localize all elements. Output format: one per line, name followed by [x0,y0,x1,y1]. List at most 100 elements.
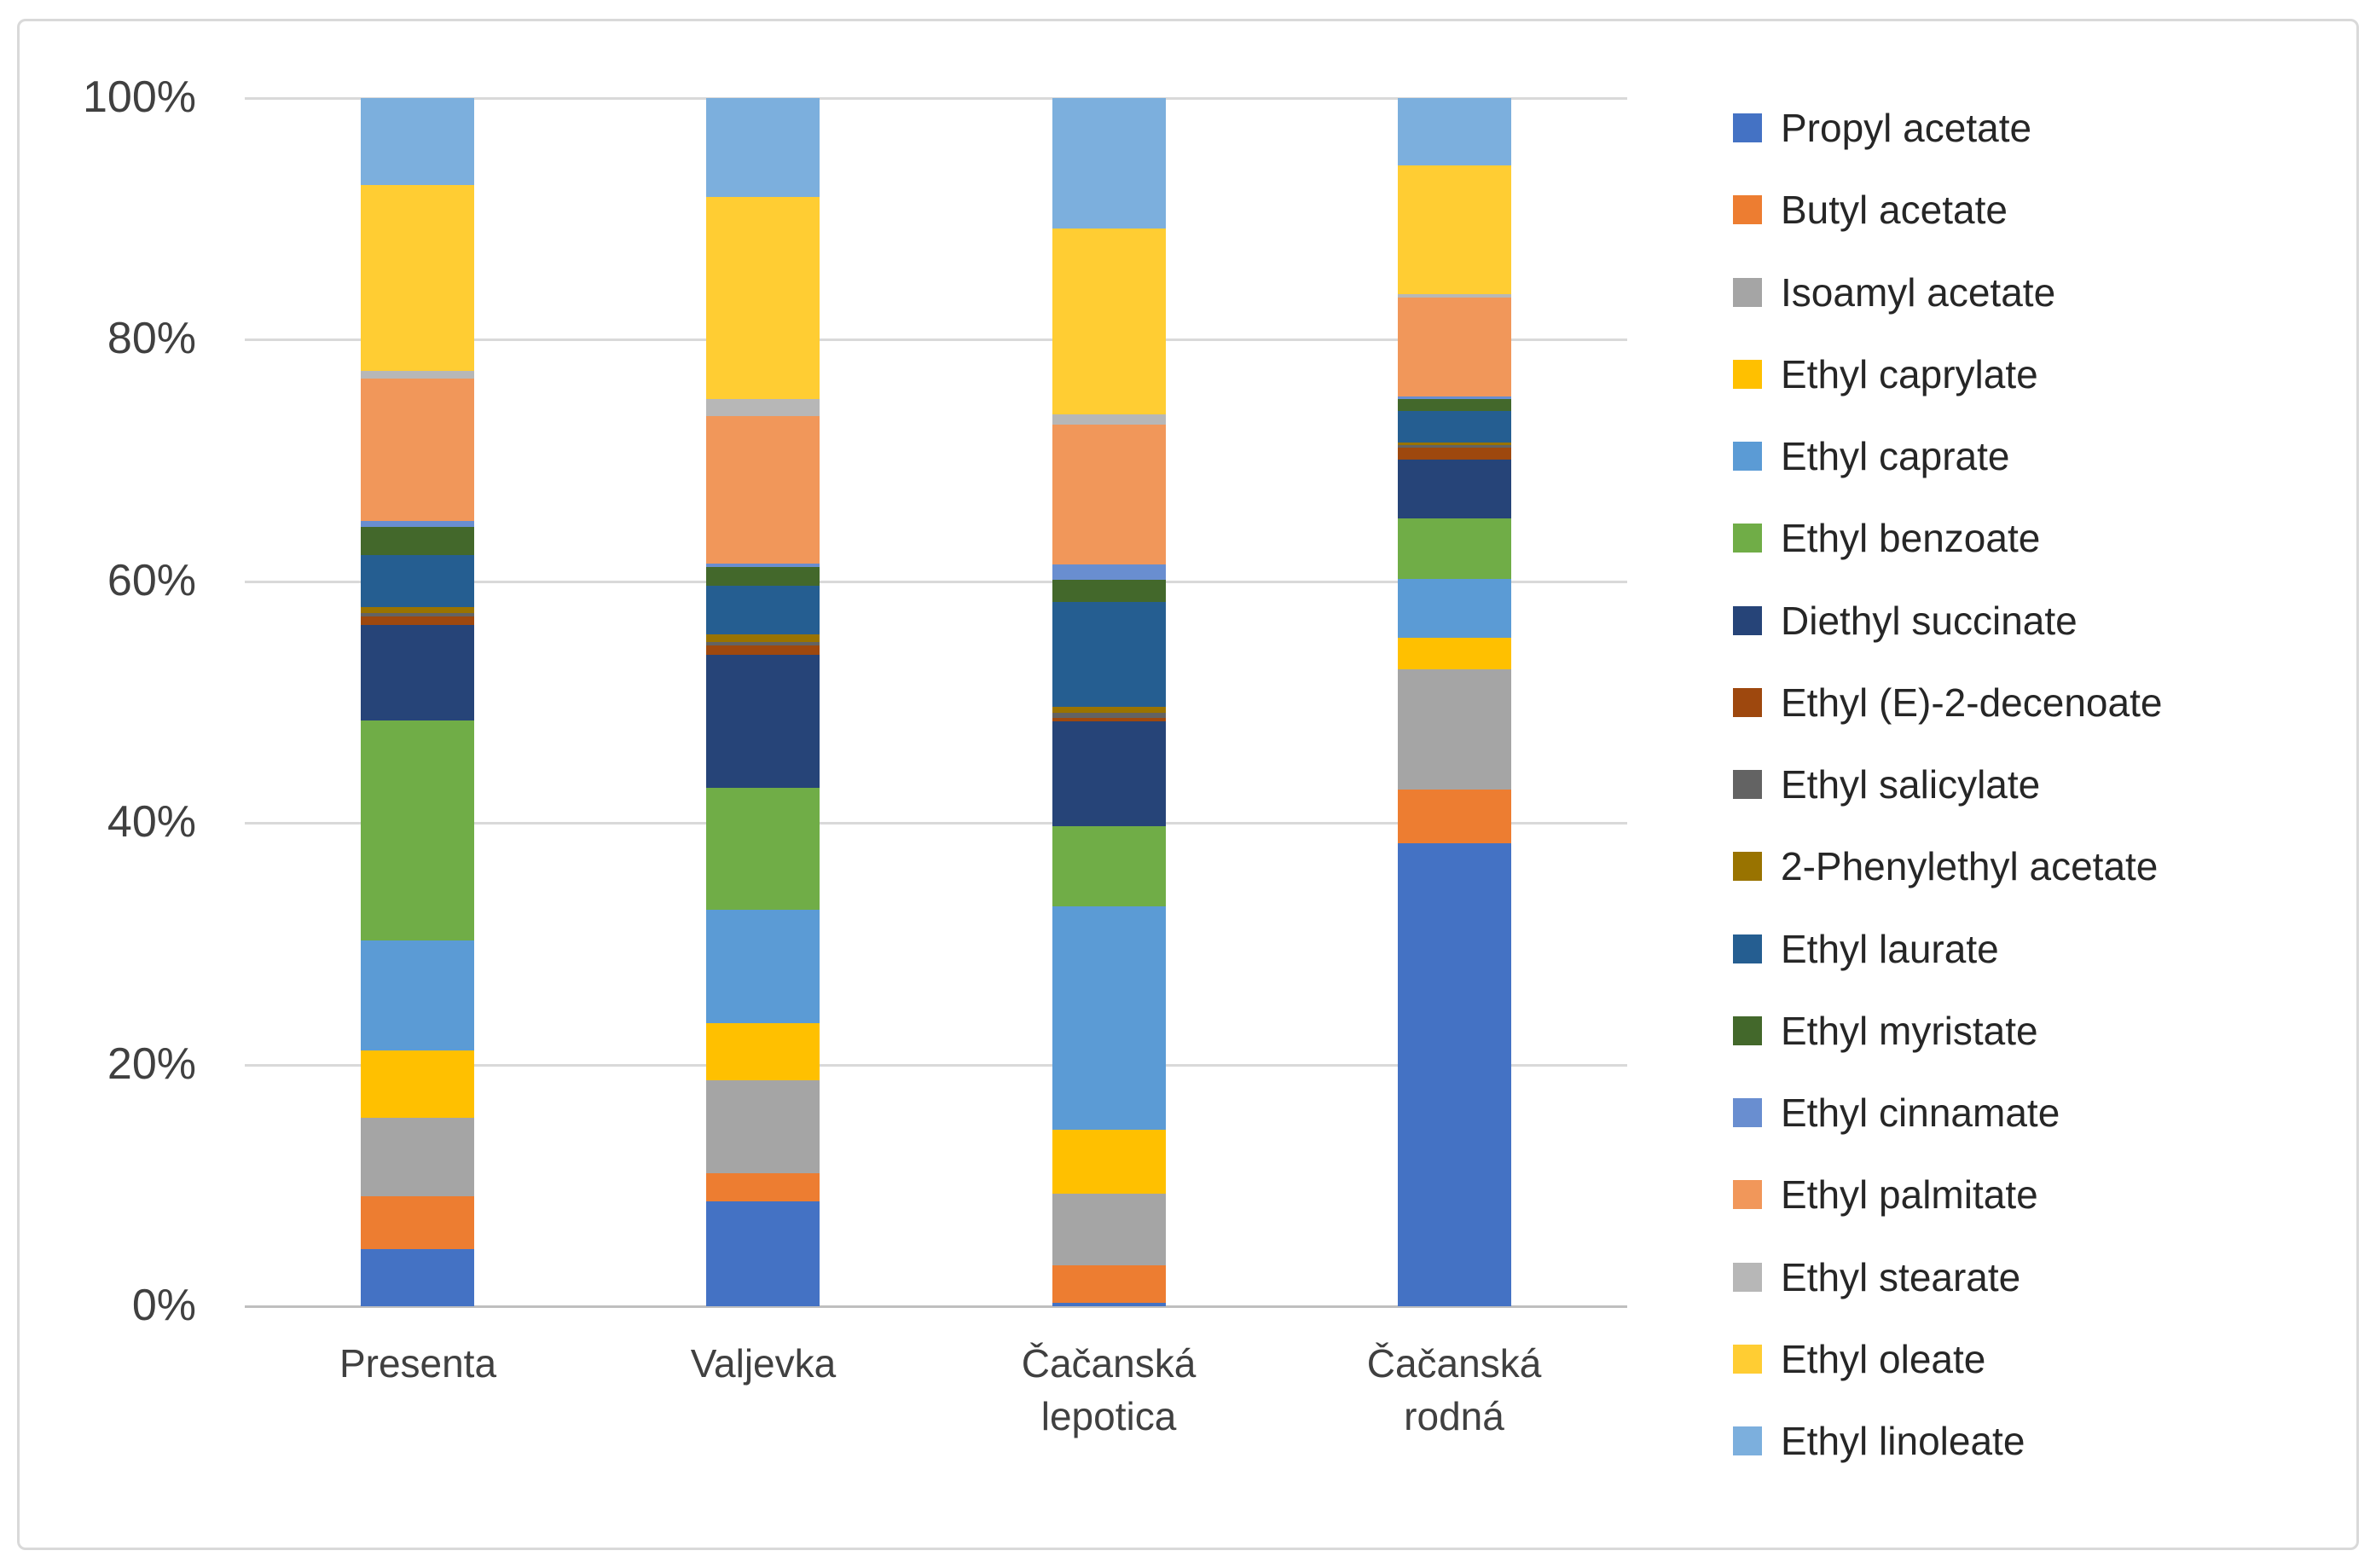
bar-segment-ethyl-caprylate[interactable] [706,1023,820,1080]
legend-item-ethyl-myristate[interactable]: Ethyl myristate [1733,990,2038,1072]
bar-segment-ethyl-e-2-decenoate[interactable] [361,616,474,625]
bar-segment-butyl-acetate[interactable] [361,1196,474,1249]
legend-item-propyl-acetate[interactable]: Propyl acetate [1733,87,2031,169]
bar--a-ansk-lepotica[interactable] [1052,98,1166,1306]
bar-segment-ethyl-e-2-decenoate[interactable] [1398,448,1511,460]
legend-label: Ethyl caprylate [1781,352,2038,396]
bar-segment-2-phenylethyl-acetate[interactable] [1398,443,1511,445]
legend-item-ethyl-oleate[interactable]: Ethyl oleate [1733,1318,1985,1400]
bar-segment-ethyl-e-2-decenoate[interactable] [706,645,820,655]
bar-segment-propyl-acetate[interactable] [1052,1303,1166,1306]
legend-item-ethyl-salicylate[interactable]: Ethyl salicylate [1733,743,2040,825]
bar-segment-ethyl-e-2-decenoate[interactable] [1052,718,1166,721]
bar-segment-2-phenylethyl-acetate[interactable] [706,634,820,642]
bar-segment-propyl-acetate[interactable] [361,1249,474,1306]
x-tick-label-line: Presenta [339,1341,497,1386]
bar-segment-ethyl-benzoate[interactable] [361,720,474,940]
bar-segment-ethyl-stearate[interactable] [361,371,474,379]
bar-segment-diethyl-succinate[interactable] [706,655,820,788]
bar-segment-butyl-acetate[interactable] [706,1173,820,1201]
x-tick-label-line: Čačanská [1366,1341,1542,1386]
bar-segment-ethyl-caprylate[interactable] [1052,1130,1166,1194]
legend-item-ethyl-stearate[interactable]: Ethyl stearate [1733,1236,2020,1318]
bar-segment-diethyl-succinate[interactable] [1398,460,1511,518]
bar-segment-ethyl-benzoate[interactable] [1398,518,1511,579]
legend-item-ethyl-cinnamate[interactable]: Ethyl cinnamate [1733,1072,2060,1154]
bar-segment-ethyl-stearate[interactable] [1398,294,1511,298]
bar-presenta[interactable] [361,98,474,1306]
bar--a-ansk-rodn-[interactable] [1398,98,1511,1306]
bar-segment-ethyl-caprate[interactable] [1398,579,1511,638]
legend-item-ethyl-e-2-decenoate[interactable]: Ethyl (E)-2-decenoate [1733,662,2162,743]
x-tick-label-line: lepotica [1040,1394,1177,1438]
bar-segment-ethyl-myristate[interactable] [706,567,820,586]
bar-segment-ethyl-salicylate[interactable] [1398,445,1511,448]
bar-segment-diethyl-succinate[interactable] [1052,721,1166,826]
bar-segment-ethyl-benzoate[interactable] [706,788,820,910]
legend-item-ethyl-caprylate[interactable]: Ethyl caprylate [1733,333,2038,415]
bar-segment-ethyl-caprylate[interactable] [1398,638,1511,669]
bar-segment-ethyl-salicylate[interactable] [706,642,820,645]
bar-segment-ethyl-caprylate[interactable] [361,1050,474,1118]
bar-segment-ethyl-cinnamate[interactable] [1052,564,1166,580]
bar-segment-ethyl-salicylate[interactable] [361,613,474,616]
legend-item-ethyl-laurate[interactable]: Ethyl laurate [1733,908,1999,990]
legend-item-ethyl-linoleate[interactable]: Ethyl linoleate [1733,1400,2025,1482]
bar-segment-ethyl-myristate[interactable] [361,527,474,555]
bar-segment-ethyl-stearate[interactable] [1052,414,1166,425]
bar-segment-ethyl-caprate[interactable] [706,910,820,1023]
bar-segment-propyl-acetate[interactable] [706,1201,820,1306]
bar-segment-ethyl-oleate[interactable] [1052,229,1166,414]
legend-swatch-icon [1733,524,1762,553]
legend-item-ethyl-palmitate[interactable]: Ethyl palmitate [1733,1154,2038,1235]
legend-item-2-phenylethyl-acetate[interactable]: 2-Phenylethyl acetate [1733,825,2158,907]
bar-segment-isoamyl-acetate[interactable] [1398,669,1511,790]
bar-segment-ethyl-caprate[interactable] [361,940,474,1050]
bar-segment-isoamyl-acetate[interactable] [706,1080,820,1173]
legend-item-ethyl-benzoate[interactable]: Ethyl benzoate [1733,497,2040,579]
bar-segment-ethyl-stearate[interactable] [706,399,820,416]
bar-valjevka[interactable] [706,98,820,1306]
bar-segment-ethyl-caprate[interactable] [1052,906,1166,1130]
bar-segment-propyl-acetate[interactable] [1398,843,1511,1306]
legend-label: Ethyl benzoate [1781,516,2041,560]
bar-segment-ethyl-myristate[interactable] [1398,399,1511,411]
bar-segment-ethyl-oleate[interactable] [1398,165,1511,294]
bar-segment-ethyl-laurate[interactable] [1052,602,1166,707]
bar-segment-ethyl-laurate[interactable] [706,586,820,634]
bar-segment-ethyl-palmitate[interactable] [361,379,474,521]
legend-label: Ethyl laurate [1781,927,1999,971]
bar-segment-ethyl-cinnamate[interactable] [706,564,820,567]
bar-segment-ethyl-palmitate[interactable] [1398,298,1511,396]
bar-segment-ethyl-palmitate[interactable] [1052,425,1166,564]
bar-segment-isoamyl-acetate[interactable] [1052,1194,1166,1265]
bar-segment-butyl-acetate[interactable] [1052,1265,1166,1303]
legend-swatch-icon [1733,852,1762,881]
bar-segment-ethyl-linoleate[interactable] [706,98,820,197]
bar-segment-ethyl-myristate[interactable] [1052,580,1166,602]
bar-segment-ethyl-oleate[interactable] [706,197,820,399]
bar-segment-ethyl-linoleate[interactable] [1052,98,1166,229]
bar-segment-2-phenylethyl-acetate[interactable] [1052,707,1166,713]
bar-segment-ethyl-laurate[interactable] [1398,411,1511,443]
bar-segment-ethyl-linoleate[interactable] [361,98,474,185]
legend-item-ethyl-caprate[interactable]: Ethyl caprate [1733,415,2009,497]
bar-segment-ethyl-laurate[interactable] [361,555,474,607]
legend-item-isoamyl-acetate[interactable]: Isoamyl acetate [1733,252,2055,333]
bar-segment-ethyl-linoleate[interactable] [1398,98,1511,165]
bar-segment-ethyl-palmitate[interactable] [706,416,820,564]
bar-segment-isoamyl-acetate[interactable] [361,1118,474,1196]
bar-segment-diethyl-succinate[interactable] [361,625,474,720]
bar-segment-ethyl-cinnamate[interactable] [361,521,474,527]
bar-segment-ethyl-salicylate[interactable] [1052,713,1166,718]
bar-segment-ethyl-benzoate[interactable] [1052,826,1166,906]
bar-segment-ethyl-oleate[interactable] [361,185,474,371]
bar-segment-2-phenylethyl-acetate[interactable] [361,607,474,613]
legend-item-butyl-acetate[interactable]: Butyl acetate [1733,169,2008,251]
legend-label: Ethyl salicylate [1781,762,2041,807]
bar-segment-butyl-acetate[interactable] [1398,790,1511,843]
x-tick-label-valjevka: Valjevka [550,1337,976,1390]
legend-label: Diethyl succinate [1781,599,2078,643]
legend-item-diethyl-succinate[interactable]: Diethyl succinate [1733,580,2078,662]
bar-segment-ethyl-cinnamate[interactable] [1398,396,1511,399]
